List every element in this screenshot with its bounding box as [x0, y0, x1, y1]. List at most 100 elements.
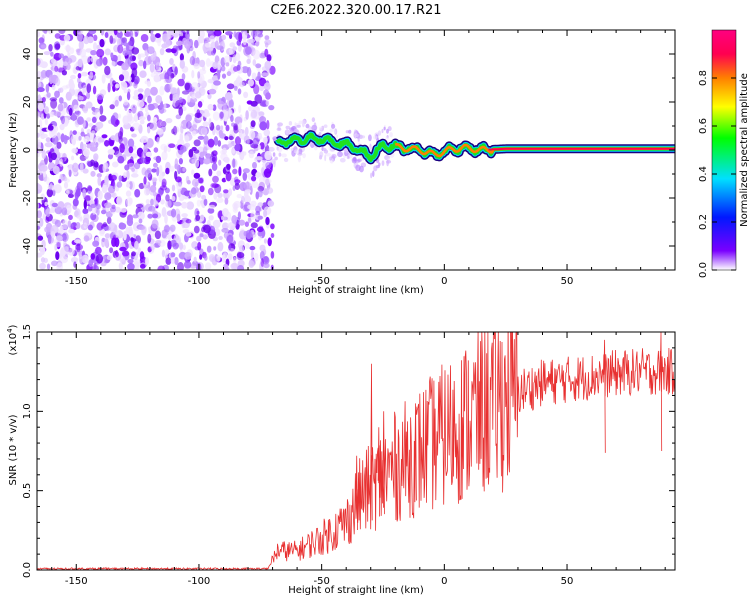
- noise-blob: [62, 219, 69, 230]
- noise-blob: [216, 197, 224, 203]
- noise-blob: [63, 246, 69, 253]
- noise-blob: [181, 213, 188, 218]
- snr-frame: [36, 331, 676, 571]
- noise-blob: [118, 95, 123, 102]
- noise-blob: [198, 86, 206, 96]
- noise-blob: [119, 246, 127, 252]
- noise-blob: [62, 61, 68, 66]
- noise-blob: [239, 245, 245, 253]
- noise-blob: [74, 191, 80, 200]
- noise-blob: [139, 70, 147, 78]
- noise-blob: [213, 30, 222, 37]
- noise-blob: [213, 246, 217, 251]
- noise-blob: [225, 124, 230, 132]
- noise-blob: [112, 227, 118, 234]
- noise-blob: [79, 217, 83, 222]
- y-tick-label: 0.0: [22, 562, 33, 578]
- ridge-scatter: [311, 117, 316, 123]
- noise-blob: [151, 168, 157, 173]
- snr-chart: -150 -100 -50 0 50 0.0 0.5 1.0 1.5 Height of st…: [6, 324, 676, 596]
- noise-blob: [59, 225, 64, 235]
- noise-blob: [104, 202, 112, 209]
- noise-blob: [127, 259, 134, 264]
- noise-blob: [131, 173, 139, 178]
- noise-blob: [37, 152, 41, 158]
- noise-blob: [233, 256, 237, 264]
- noise-blob: [177, 262, 184, 270]
- noise-blob: [238, 104, 242, 114]
- noise-blob: [222, 263, 229, 270]
- x-tick-label: -150: [65, 576, 88, 587]
- noise-blob: [176, 182, 183, 192]
- noise-blob: [133, 75, 140, 85]
- noise-blob: [82, 208, 89, 215]
- noise-blob: [171, 195, 176, 202]
- noise-blob: [58, 179, 62, 184]
- noise-blob: [212, 104, 217, 111]
- noise-blob: [68, 229, 76, 234]
- ridge-scatter: [276, 127, 282, 131]
- noise-blob: [51, 184, 57, 191]
- y-tick-label: 0.5: [22, 483, 33, 499]
- spectrogram-y-ticks: -40 -20 0 20 40: [22, 29, 675, 271]
- ridge-scatter: [298, 120, 303, 125]
- noise-blob: [133, 89, 139, 97]
- noise-blob: [250, 109, 258, 119]
- noise-blob: [127, 138, 135, 149]
- noise-blob: [154, 200, 159, 206]
- noise-blob: [217, 60, 221, 71]
- noise-blob: [50, 152, 58, 161]
- ridge-scatter: [383, 126, 386, 131]
- noise-blob: [157, 128, 164, 135]
- ridge-scatter: [278, 152, 282, 157]
- noise-blob: [228, 98, 234, 109]
- ridge-scatter: [293, 149, 300, 154]
- ridge-scatter: [368, 134, 372, 142]
- noise-blob: [138, 218, 143, 224]
- noise-blob: [245, 189, 251, 194]
- noise-blob: [174, 66, 178, 76]
- noise-blob: [182, 37, 188, 46]
- noise-blob: [224, 136, 229, 141]
- noise-blob: [127, 162, 136, 170]
- noise-blob: [224, 197, 229, 205]
- noise-blob: [225, 62, 230, 67]
- noise-blob: [257, 215, 263, 220]
- noise-blob: [144, 257, 149, 266]
- noise-blob: [238, 219, 246, 226]
- noise-blob: [221, 177, 227, 183]
- noise-blob: [196, 235, 202, 242]
- snr-y-exponent-close: ): [8, 324, 19, 328]
- noise-blob: [133, 114, 139, 122]
- noise-blob: [70, 223, 74, 231]
- noise-blob: [172, 125, 178, 136]
- noise-blob: [127, 262, 135, 270]
- noise-blob: [88, 259, 94, 267]
- noise-blob: [161, 150, 168, 161]
- noise-blob: [185, 114, 192, 122]
- noise-blob: [37, 81, 42, 88]
- noise-blob: [115, 119, 120, 126]
- noise-blob: [138, 116, 146, 121]
- noise-blob: [76, 30, 83, 35]
- spectrogram-x-ticks: -150 -100 -50 0 50: [51, 30, 666, 287]
- noise-blob: [193, 256, 197, 263]
- noise-blob: [173, 201, 182, 207]
- noise-blob: [111, 60, 116, 67]
- noise-blob: [207, 103, 214, 111]
- noise-blob: [130, 237, 134, 243]
- colorbar-label: Normalized spectral amplitude: [739, 73, 750, 227]
- noise-blob: [96, 48, 105, 58]
- noise-blob: [207, 187, 214, 196]
- noise-blob: [178, 158, 183, 165]
- noise-blob: [37, 132, 40, 138]
- noise-blob: [186, 180, 191, 185]
- noise-blob: [212, 61, 218, 70]
- noise-blob: [147, 213, 153, 219]
- noise-blob: [197, 241, 202, 251]
- noise-blob: [138, 59, 144, 67]
- noise-blob: [46, 263, 51, 270]
- noise-blob: [250, 211, 255, 221]
- noise-blob: [235, 52, 241, 62]
- noise-blob: [252, 137, 260, 146]
